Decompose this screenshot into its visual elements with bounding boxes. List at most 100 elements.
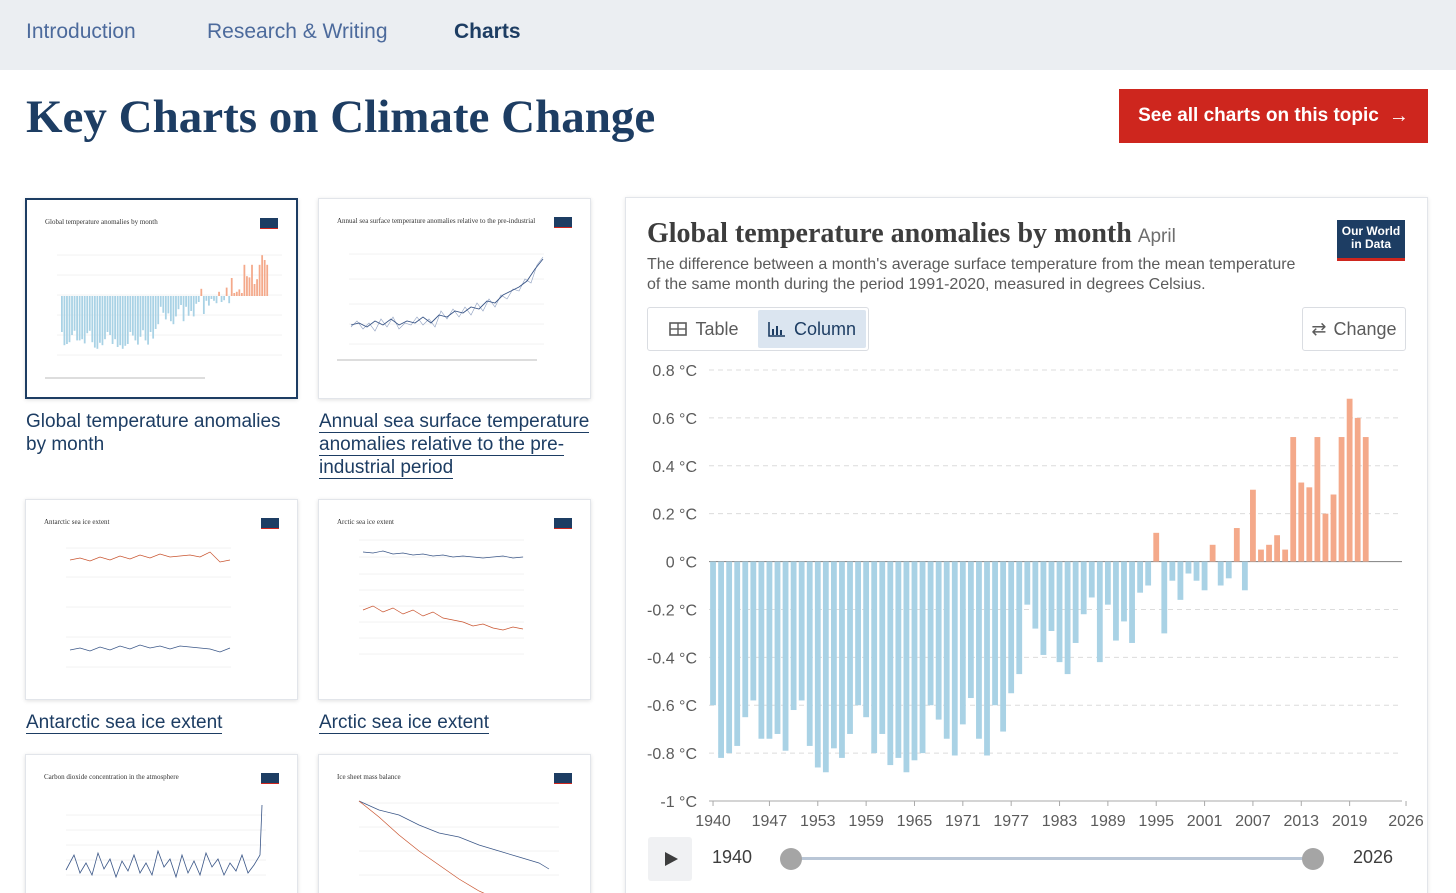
bar[interactable] — [1201, 561, 1208, 591]
bar[interactable] — [1225, 561, 1232, 579]
bar[interactable] — [871, 561, 878, 754]
bar[interactable] — [1096, 561, 1103, 663]
bar[interactable] — [1177, 561, 1184, 600]
see-all-charts-button[interactable]: See all charts on this topic → — [1119, 89, 1428, 143]
chart-card-co2-concentration[interactable]: Carbon dioxide concentration in the atmo… — [25, 754, 298, 893]
bar[interactable] — [1113, 561, 1119, 641]
bar[interactable] — [1330, 494, 1337, 562]
bar[interactable] — [790, 561, 797, 711]
bar[interactable] — [1346, 398, 1353, 562]
bar[interactable] — [774, 561, 781, 734]
bar[interactable] — [1072, 561, 1079, 643]
bar[interactable] — [1338, 437, 1345, 562]
chart-card-antarctic-sea-ice[interactable]: Antarctic sea ice extent — [25, 499, 298, 700]
bar[interactable] — [1322, 513, 1329, 562]
bar[interactable] — [895, 561, 902, 758]
bar[interactable] — [798, 561, 805, 701]
timeline-track[interactable] — [792, 857, 1314, 860]
chart-card-sea-surface-temperature[interactable]: Annual sea surface temperature anomalies… — [318, 198, 591, 399]
bar[interactable] — [879, 561, 886, 734]
bar[interactable] — [927, 561, 934, 706]
bar[interactable] — [831, 561, 837, 749]
bar[interactable] — [1241, 561, 1248, 591]
tab-column[interactable]: Column — [758, 310, 866, 348]
bar[interactable] — [887, 561, 894, 766]
bar[interactable] — [1169, 561, 1176, 581]
bar[interactable] — [911, 561, 918, 761]
bar[interactable] — [726, 561, 733, 754]
bar[interactable] — [814, 561, 821, 768]
bar[interactable] — [806, 561, 813, 746]
bar[interactable] — [847, 561, 853, 734]
bar[interactable] — [1145, 561, 1152, 586]
bar[interactable] — [1129, 561, 1135, 643]
tab-research-writing[interactable]: Research & Writing — [207, 20, 388, 43]
card-caption[interactable]: Antarctic sea ice extent — [26, 711, 301, 734]
bar[interactable] — [1088, 561, 1095, 598]
bar[interactable] — [976, 561, 982, 739]
bar[interactable] — [863, 561, 870, 718]
bar[interactable] — [1274, 535, 1280, 562]
bar[interactable] — [742, 561, 749, 718]
timeline-end-handle[interactable] — [1302, 848, 1324, 870]
bar[interactable] — [1209, 544, 1216, 562]
bar[interactable] — [1290, 437, 1297, 562]
bar[interactable] — [758, 561, 765, 739]
bar[interactable] — [1008, 561, 1015, 694]
bar[interactable] — [1258, 549, 1264, 562]
card-caption[interactable]: Arctic sea ice extent — [319, 711, 594, 734]
bar[interactable] — [1121, 561, 1127, 622]
bar[interactable] — [822, 561, 829, 773]
bar[interactable] — [1048, 561, 1055, 631]
bar[interactable] — [935, 561, 942, 720]
bar[interactable] — [1193, 561, 1200, 581]
bar[interactable] — [903, 561, 910, 773]
bar[interactable] — [750, 561, 757, 701]
bar[interactable] — [1064, 561, 1071, 675]
bar[interactable] — [1032, 561, 1039, 629]
bar[interactable] — [1080, 561, 1087, 615]
change-button[interactable]: ⇄ Change — [1302, 307, 1406, 351]
bar[interactable] — [1185, 561, 1192, 574]
chart-card-arctic-sea-ice[interactable]: Arctic sea ice extent — [318, 499, 591, 700]
bar[interactable] — [710, 561, 716, 706]
chart-card-ice-sheet-mass[interactable]: Ice sheet mass balance — [318, 754, 591, 893]
bar[interactable] — [1040, 561, 1047, 655]
bar[interactable] — [1016, 561, 1023, 675]
bar[interactable] — [967, 561, 974, 699]
bar[interactable] — [1137, 561, 1144, 593]
bar[interactable] — [943, 561, 950, 739]
bar[interactable] — [718, 561, 724, 758]
tab-introduction[interactable]: Introduction — [26, 20, 136, 43]
bar[interactable] — [1306, 487, 1313, 562]
bar[interactable] — [734, 561, 741, 746]
bar[interactable] — [1000, 561, 1007, 732]
bar[interactable] — [782, 561, 789, 751]
card-caption[interactable]: Global temperature anomalies by month — [26, 411, 281, 455]
bar[interactable] — [959, 561, 966, 725]
bar[interactable] — [1024, 561, 1031, 605]
bar[interactable] — [1153, 532, 1160, 562]
bar[interactable] — [1314, 437, 1321, 562]
bar[interactable] — [984, 561, 990, 756]
bar[interactable] — [1217, 561, 1224, 586]
bar[interactable] — [1250, 489, 1256, 562]
bar[interactable] — [1233, 528, 1240, 562]
bar[interactable] — [1161, 561, 1168, 634]
tab-table[interactable]: Table — [650, 310, 758, 348]
card-caption[interactable]: Annual sea surface temperature anomalies… — [319, 410, 594, 479]
bar[interactable] — [992, 561, 998, 706]
bar[interactable] — [1362, 437, 1369, 562]
bar[interactable] — [919, 561, 926, 754]
tab-charts[interactable]: Charts — [454, 20, 521, 43]
bar[interactable] — [855, 561, 861, 706]
bar[interactable] — [766, 561, 773, 739]
bar[interactable] — [1104, 561, 1111, 605]
bar[interactable] — [1266, 544, 1272, 562]
timeline-start-handle[interactable] — [780, 848, 802, 870]
bar[interactable] — [1056, 561, 1063, 663]
bar[interactable] — [1298, 482, 1305, 562]
bar[interactable] — [951, 561, 958, 756]
bar[interactable] — [839, 561, 845, 758]
owid-logo[interactable]: Our World in Data — [1337, 220, 1405, 261]
